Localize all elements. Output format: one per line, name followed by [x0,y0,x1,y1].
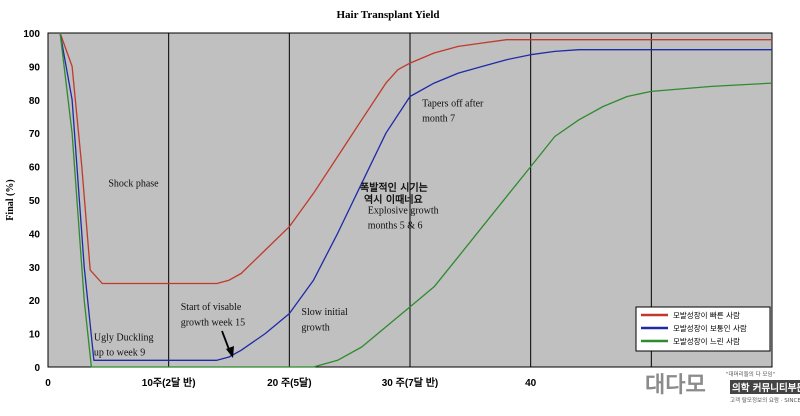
arrow-head [226,346,234,358]
annotation-5: growth week 15 [181,317,245,328]
watermark-tag-box [730,380,800,394]
y-tick-label-70: 70 [29,129,41,140]
annotation-1: Shock phase [108,179,159,190]
series-line-3 [59,32,773,368]
y-axis-ticks: 0 10 20 30 40 50 60 70 80 90 100 [23,29,40,374]
y-axis-label: Final (%) [5,179,16,220]
x-tick-label-0: 0 [45,378,51,389]
annotation-9: months 5 & 6 [368,220,423,231]
y-tick-label-60: 60 [29,163,41,174]
legend-label-1: 모발성장이 빠른 사람 [673,310,740,320]
x-axis-ticks: 0 10주(2달 반) 20 주(5달) 30 주(7달 반) 40 [45,376,536,389]
x-tick-label-10: 10주(2달 반) [142,376,196,389]
annotation-3: up to week 9 [94,347,145,358]
annotation-6: Slow initial [301,307,348,318]
series-line-2 [59,32,772,361]
y-tick-label-80: 80 [29,96,41,107]
series-line-1 [59,32,772,285]
annotation-10: Tapers off after [422,98,484,109]
watermark: "대머리들의 다 모임" 대다모 의학 커뮤니티부문 1위 고객 탈모정보의 요… [645,370,800,404]
y-tick-label-50: 50 [29,196,41,207]
y-tick-label-30: 30 [29,263,41,274]
x-tick-label-20: 20 주(5달) [267,377,312,389]
annotation-8: Explosive growth [368,205,439,216]
legend-label-2: 모발성장이 보통인 사람 [673,323,747,333]
legend-label-3: 모발성장이 느린 사람 [673,336,740,346]
series-lines [59,32,773,368]
annotation-4: Start of visable [181,302,242,313]
y-tick-label-40: 40 [29,229,41,240]
korean-annotation: 폭발적인 시기는 역시 이때네요 [360,181,428,206]
watermark-tagline: 고객 탈모정보의 요람 · SINCE 1998 [730,396,800,404]
annotations: Shock phase Ugly Duckling up to week 9 Star… [94,98,484,358]
watermark-logo: 대다모 [645,373,706,398]
annotation-2: Ugly Duckling [94,332,154,343]
annotation-11: month 7 [422,114,455,125]
watermark-slogan: "대머리들의 다 모임" [726,370,775,378]
x-tick-label-40: 40 [525,378,537,389]
y-tick-label-100: 100 [23,29,40,40]
chart-title: Hair Transplant Yield [336,9,439,21]
y-tick-label-10: 10 [29,330,41,341]
y-tick-label-90: 90 [29,62,41,73]
annotation-7: growth [301,322,329,333]
y-tick-label-0: 0 [34,363,40,374]
korean-annotation-line-1: 폭발적인 시기는 [360,181,428,194]
x-tick-label-30: 30 주(7달 반) [382,376,439,389]
y-tick-label-20: 20 [29,296,41,307]
watermark-tag: 의학 커뮤니티부문 1위 [732,382,800,394]
korean-annotation-line-2: 역시 이때네요 [364,193,423,206]
